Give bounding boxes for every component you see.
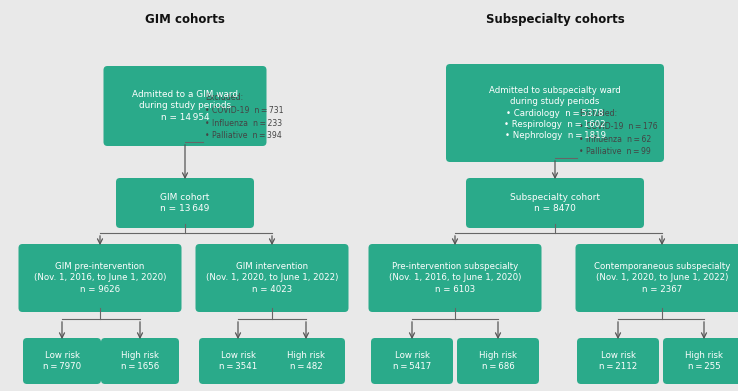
Text: Low risk
n = 2112: Low risk n = 2112 [599,351,637,371]
FancyBboxPatch shape [101,338,179,384]
Text: GIM pre-intervention
(Nov. 1, 2016, to June 1, 2020)
n = 9626: GIM pre-intervention (Nov. 1, 2016, to J… [34,262,166,294]
FancyBboxPatch shape [103,66,266,146]
Text: Admitted to subspecialty ward
during study periods
• Cardiology  n = 5378
• Resp: Admitted to subspecialty ward during stu… [489,86,621,140]
FancyBboxPatch shape [368,244,542,312]
Text: Pre-intervention subspecialty
(Nov. 1, 2016, to June 1, 2020)
n = 6103: Pre-intervention subspecialty (Nov. 1, 2… [389,262,521,294]
FancyBboxPatch shape [466,178,644,228]
FancyBboxPatch shape [577,338,659,384]
FancyBboxPatch shape [196,244,348,312]
Text: Low risk
n = 3541: Low risk n = 3541 [219,351,257,371]
Text: Low risk
n = 5417: Low risk n = 5417 [393,351,431,371]
FancyBboxPatch shape [371,338,453,384]
FancyBboxPatch shape [446,64,664,162]
FancyBboxPatch shape [457,338,539,384]
FancyBboxPatch shape [18,244,182,312]
FancyBboxPatch shape [116,178,254,228]
Text: Low risk
n = 7970: Low risk n = 7970 [43,351,81,371]
Text: Contemporaneous subspecialty
(Nov. 1, 2020, to June 1, 2022)
n = 2367: Contemporaneous subspecialty (Nov. 1, 20… [594,262,730,294]
FancyBboxPatch shape [23,338,101,384]
Text: Excluded:
• COVID-19  n = 176
• Influenza  n = 62
• Palliative  n = 99: Excluded: • COVID-19 n = 176 • Influenza… [579,109,658,156]
Text: Subspecialty cohort
n = 8470: Subspecialty cohort n = 8470 [510,193,600,213]
Text: Admitted to a GIM ward
during study periods
n = 14 954: Admitted to a GIM ward during study peri… [132,90,238,122]
Text: High risk
n = 482: High risk n = 482 [287,351,325,371]
FancyBboxPatch shape [199,338,277,384]
Text: GIM intervention
(Nov. 1, 2020, to June 1, 2022)
n = 4023: GIM intervention (Nov. 1, 2020, to June … [206,262,338,294]
FancyBboxPatch shape [576,244,738,312]
FancyBboxPatch shape [267,338,345,384]
Text: GIM cohort
n = 13 649: GIM cohort n = 13 649 [160,193,210,213]
Text: High risk
n = 686: High risk n = 686 [479,351,517,371]
Text: Subspecialty cohorts: Subspecialty cohorts [486,13,624,26]
Text: Excluded:
• COVID-19  n = 731
• Influenza  n = 233
• Palliative  n = 394: Excluded: • COVID-19 n = 731 • Influenza… [205,93,283,140]
Text: High risk
n = 255: High risk n = 255 [685,351,723,371]
FancyBboxPatch shape [663,338,738,384]
Text: High risk
n = 1656: High risk n = 1656 [121,351,159,371]
Text: GIM cohorts: GIM cohorts [145,13,225,26]
